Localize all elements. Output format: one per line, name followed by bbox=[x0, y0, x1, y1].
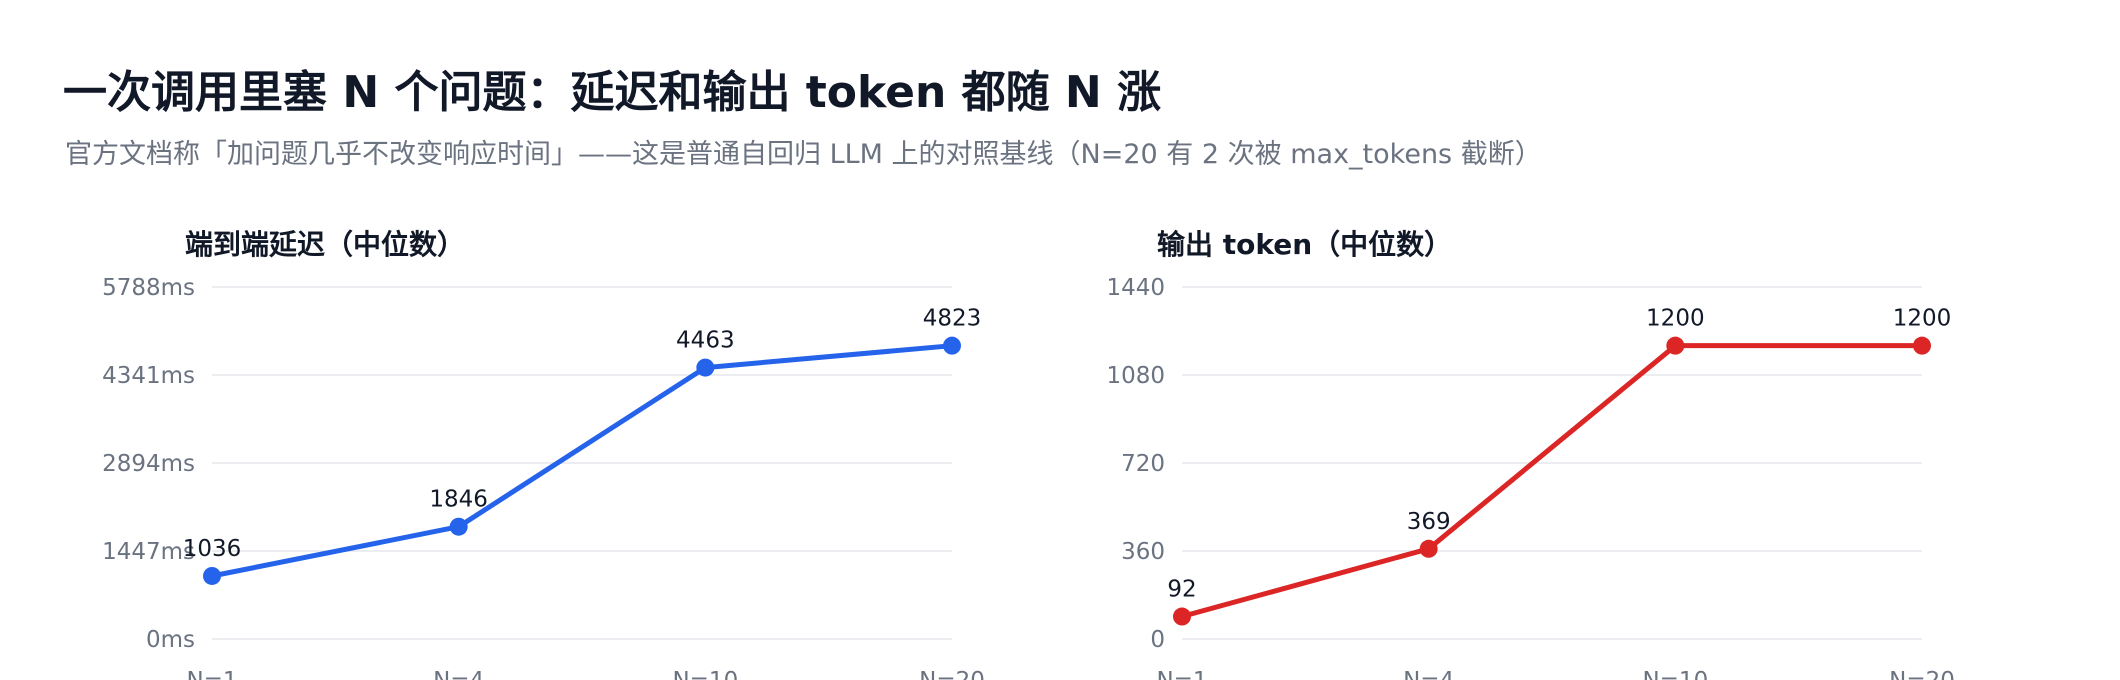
page-title: 一次调用里塞 N 个问题：延迟和输出 token 都随 N 涨 bbox=[63, 67, 1162, 118]
latency-data-label: 4463 bbox=[676, 328, 735, 354]
tokens-chart-title: 输出 token（中位数） bbox=[1157, 228, 1452, 261]
latency-y-tick-label: 1447ms bbox=[102, 539, 195, 565]
latency-data-point bbox=[943, 336, 961, 355]
page-subtitle: 官方文档称「加问题几乎不改变响应时间」——这是普通自回归 LLM 上的对照基线（… bbox=[65, 139, 1542, 170]
tokens-y-tick-label: 1440 bbox=[1106, 275, 1165, 301]
latency-series-line bbox=[209, 343, 955, 579]
tokens-y-tick-label: 360 bbox=[1121, 539, 1165, 565]
latency-x-tick-label: N=4 bbox=[433, 668, 484, 680]
tokens-data-label: 1200 bbox=[1893, 306, 1952, 332]
tokens-data-point bbox=[1419, 539, 1438, 558]
tokens-data-label: 369 bbox=[1407, 509, 1451, 535]
tokens-data-label: 1200 bbox=[1646, 306, 1705, 332]
output-token-chart: 输出 token（中位数） 0 360 720 1080 1440 N=1 N=4 N=10 N=… bbox=[1106, 228, 1955, 680]
tokens-series-line bbox=[1179, 343, 1925, 620]
latency-chart-title: 端到端延迟（中位数） bbox=[185, 228, 465, 261]
tokens-data-point bbox=[1913, 336, 1931, 355]
latency-data-label: 4823 bbox=[923, 306, 982, 332]
tokens-x-tick-label: N=4 bbox=[1403, 668, 1454, 680]
tokens-x-tick-label: N=10 bbox=[1642, 668, 1708, 680]
latency-data-label: 1846 bbox=[429, 487, 488, 513]
tokens-data-point bbox=[1173, 607, 1191, 626]
tokens-y-tick-label: 720 bbox=[1121, 451, 1165, 477]
latency-x-tick-label: N=10 bbox=[672, 668, 738, 680]
tokens-data-point bbox=[1666, 336, 1685, 355]
latency-y-tick-label: 2894ms bbox=[102, 451, 195, 477]
tokens-y-tick-label: 1080 bbox=[1106, 363, 1165, 389]
latency-x-tick-label: N=1 bbox=[186, 668, 237, 680]
latency-chart: 端到端延迟（中位数） 0ms 1447ms 2894ms 4341ms 5788ms N=1… bbox=[102, 228, 985, 680]
tokens-x-tick-label: N=20 bbox=[1889, 668, 1955, 680]
latency-data-label: 1036 bbox=[183, 536, 242, 562]
tokens-x-tick-label: N=1 bbox=[1156, 668, 1207, 680]
tokens-y-tick-label: 0 bbox=[1150, 627, 1165, 653]
latency-data-point bbox=[203, 566, 221, 585]
latency-x-tick-label: N=20 bbox=[919, 668, 985, 680]
latency-y-tick-label: 5788ms bbox=[102, 275, 195, 301]
latency-data-point bbox=[449, 517, 468, 536]
latency-y-tick-label: 4341ms bbox=[102, 363, 195, 389]
tokens-data-label: 92 bbox=[1167, 577, 1196, 603]
latency-y-tick-label: 0ms bbox=[146, 627, 195, 653]
latency-data-point bbox=[696, 358, 715, 377]
